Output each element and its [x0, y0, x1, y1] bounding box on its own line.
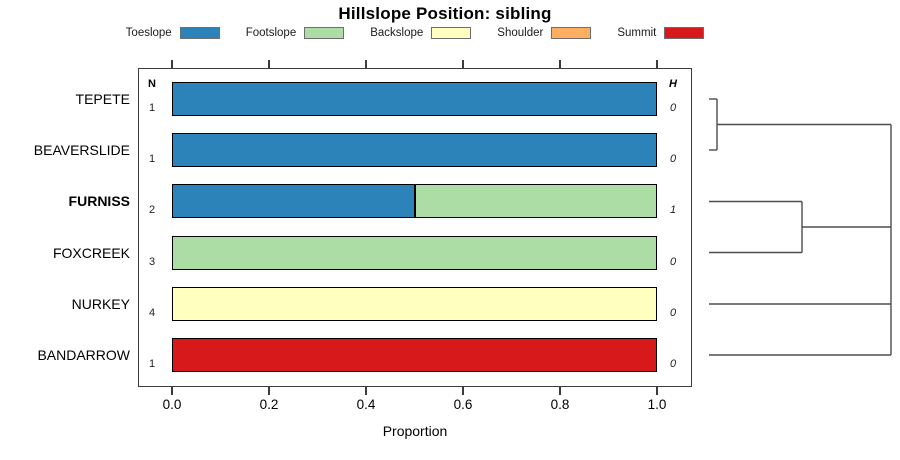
h-value: 0 [669, 102, 677, 114]
row-label-nurkey: NURKEY [71, 295, 130, 312]
row-label-furniss: FURNISS [68, 193, 130, 210]
top-axis-tick [559, 60, 561, 68]
bottom-axis-tick [559, 387, 561, 395]
h-value: 0 [669, 255, 677, 268]
bar-segment-backslope [172, 286, 657, 321]
legend-label: Toeslope [125, 27, 172, 39]
bottom-axis-tick [656, 387, 658, 395]
stacked-bar-furniss [172, 184, 657, 219]
x-axis-title: Proportion [382, 423, 448, 439]
legend-swatch [431, 27, 472, 39]
legend-swatch [304, 27, 345, 39]
row-label-foxcreek: FOXCREEK [52, 244, 130, 261]
n-value: 1 [148, 358, 156, 370]
legend-swatch [664, 27, 705, 39]
top-axis-tick [268, 60, 270, 68]
bar-segment-summit [172, 338, 657, 372]
n-value: 1 [148, 153, 156, 166]
legend-swatch [179, 27, 220, 39]
h-value: 0 [669, 306, 677, 319]
legend-item-summit: Summit [617, 27, 705, 39]
bottom-axis-tick [365, 387, 367, 395]
h-value: 0 [669, 358, 677, 370]
row-label-beaverslide: BEAVERSLIDE [33, 142, 130, 159]
stacked-bar-foxcreek [172, 235, 657, 270]
legend: Toeslope Footslope Backslope Shoulder Summit [0, 25, 830, 41]
x-tick-label: 1.0 [647, 397, 667, 412]
n-value: 4 [148, 306, 156, 319]
h-value: 1 [669, 204, 677, 217]
n-column-header: N [148, 78, 156, 90]
legend-item-shoulder: Shoulder [497, 27, 592, 39]
bar-segment-toeslope [172, 82, 657, 116]
chart-title: Hillslope Position: sibling [338, 4, 552, 23]
x-tick-label: 0.2 [259, 397, 279, 412]
n-value: 1 [148, 102, 156, 114]
top-axis-tick [462, 60, 464, 68]
n-value: 2 [148, 204, 156, 217]
stacked-bar-bandarrow [172, 338, 657, 372]
x-tick-label: 0.4 [356, 397, 376, 412]
x-tick-label: 0.8 [550, 397, 570, 412]
legend-swatch [551, 27, 592, 39]
legend-item-toeslope: Toeslope [126, 27, 220, 39]
legend-label: Footslope [245, 27, 297, 39]
bottom-axis-tick [171, 387, 173, 395]
top-axis-tick [171, 60, 173, 68]
bar-segment-toeslope [172, 184, 415, 219]
stacked-bar-tepete [172, 82, 657, 116]
h-value: 0 [669, 153, 677, 166]
row-label-bandarrow: BANDARROW [37, 347, 130, 363]
x-tick-label: 0.0 [162, 397, 182, 412]
h-column-header: H [669, 78, 677, 90]
bottom-axis-tick [462, 387, 464, 395]
plot-area-border [138, 68, 692, 387]
n-value: 3 [148, 255, 156, 268]
legend-label: Backslope [370, 27, 424, 39]
top-axis-tick [656, 60, 658, 68]
stacked-bar-beaverslide [172, 133, 657, 168]
legend-item-backslope: Backslope [370, 27, 472, 39]
top-axis-tick [365, 60, 367, 68]
stacked-bar-nurkey [172, 286, 657, 321]
bottom-axis-tick [268, 387, 270, 395]
bar-segment-toeslope [172, 133, 657, 168]
legend-item-footslope: Footslope [246, 27, 345, 39]
legend-label: Shoulder [497, 27, 544, 39]
x-tick-label: 0.6 [453, 397, 473, 412]
bar-segment-footslope [172, 235, 657, 270]
legend-label: Summit [617, 27, 657, 39]
row-label-tepete: TEPETE [75, 91, 130, 107]
bar-segment-footslope [414, 184, 657, 219]
